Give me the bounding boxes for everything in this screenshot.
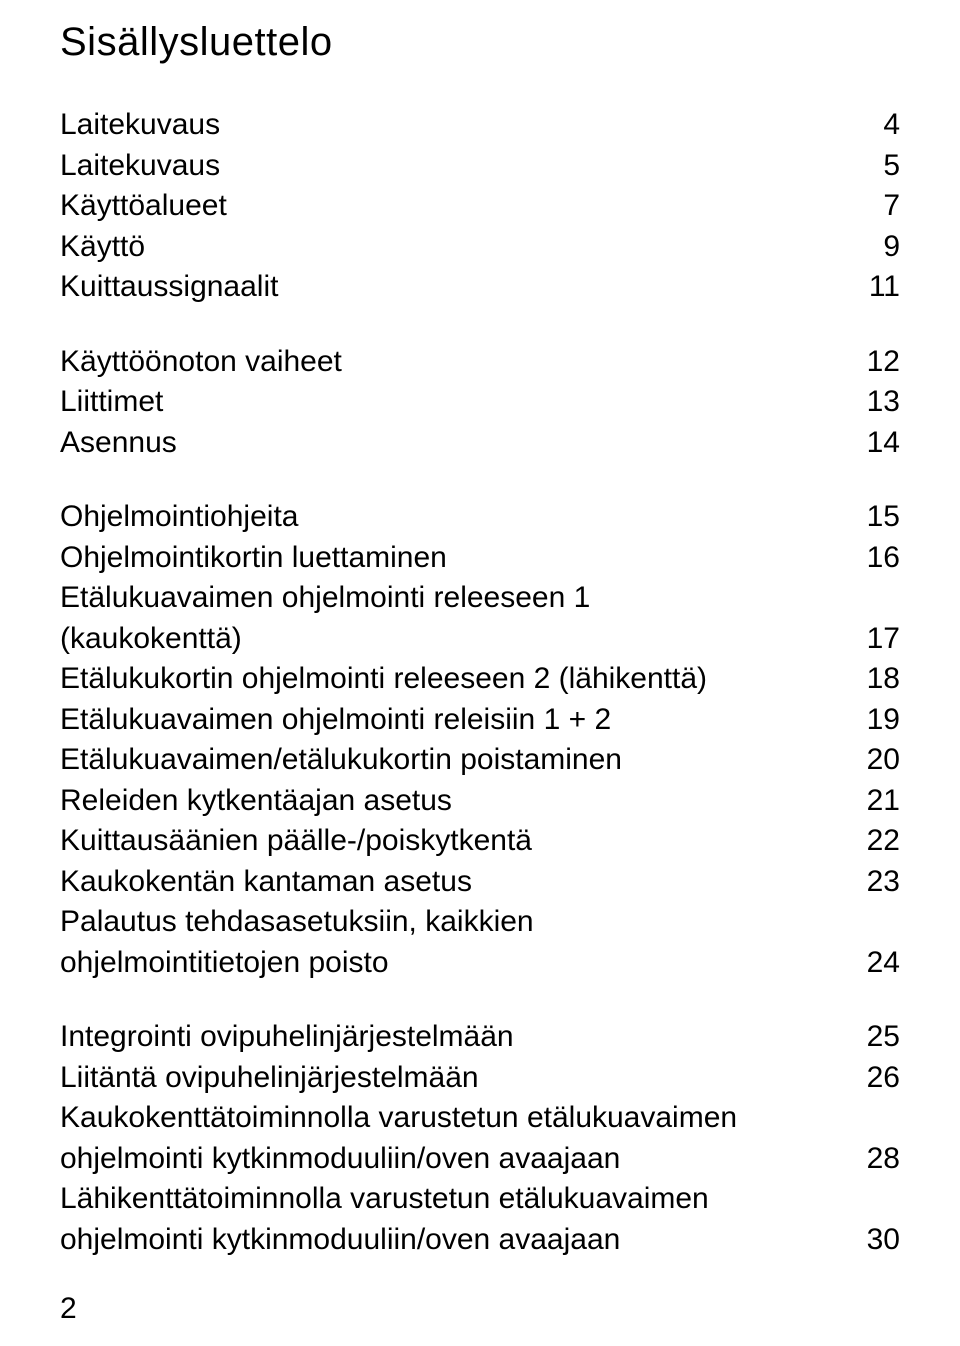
- toc-label-pre: Palautus tehdasasetuksiin, kaikkien: [60, 902, 534, 943]
- toc-entry[interactable]: Lähikenttätoiminnolla varustetun etäluku…: [60, 1179, 900, 1260]
- toc-group: Integrointi ovipuhelinjärjestelmään 25 Li…: [60, 1017, 900, 1260]
- toc-label: Releiden kytkentäajan asetus: [60, 781, 452, 822]
- toc-page: 15: [867, 497, 900, 538]
- toc-group: Ohjelmointiohjeita 15 Ohjelmointikortin l…: [60, 497, 900, 983]
- page-number: 2: [60, 1292, 77, 1326]
- toc-page: 22: [867, 821, 900, 862]
- toc-label: Liittimet: [60, 382, 163, 423]
- toc-page: 5: [883, 146, 900, 187]
- toc-label: Etälukuavaimen ohjelmointi releisiin 1 +…: [60, 700, 611, 741]
- toc-group: Käyttöönoton vaiheet 12 Liittimet 13 Asenn…: [60, 342, 900, 464]
- toc-group: Laitekuvaus4 Laitekuvaus5 Käyttöalueet7 …: [60, 105, 900, 308]
- toc-entry[interactable]: Liittimet 13: [60, 382, 900, 423]
- toc-page: 16: [867, 538, 900, 579]
- toc-title: Sisällysluettelo: [60, 20, 900, 65]
- toc-entry[interactable]: Etälukuavaimen ohjelmointi releisiin 1 +…: [60, 700, 900, 741]
- toc-label-pre: Kaukokenttätoiminnolla varustetun etäluk…: [60, 1098, 737, 1139]
- toc-entry[interactable]: Kuittausäänien päälle-/poiskytkentä 22: [60, 821, 900, 862]
- toc-label: Etälukuavaimen/etälukukortin poistaminen: [60, 740, 622, 781]
- toc-entry[interactable]: Käyttöalueet 7: [60, 186, 900, 227]
- toc-label: Laitekuvaus: [60, 105, 220, 146]
- toc-page: 30: [867, 1220, 900, 1261]
- toc-label-pre: Etälukuavaimen ohjelmointi releeseen 1: [60, 578, 590, 619]
- toc-entry[interactable]: Etälukuavaimen/etälukukortin poistaminen…: [60, 740, 900, 781]
- toc-entry[interactable]: Etälukukortin ohjelmointi releeseen 2 (l…: [60, 659, 900, 700]
- toc-page: 4: [883, 105, 900, 146]
- toc-entry[interactable]: Liitäntä ovipuhelinjärjestelmään 26: [60, 1058, 900, 1099]
- toc-page: 23: [867, 862, 900, 903]
- toc-label: Ohjelmointiohjeita: [60, 497, 298, 538]
- toc-page: 19: [867, 700, 900, 741]
- toc-page: 18: [867, 659, 900, 700]
- toc-entry[interactable]: Integrointi ovipuhelinjärjestelmään 25: [60, 1017, 900, 1058]
- toc-page: 17: [867, 619, 900, 660]
- toc-page: 9: [883, 227, 900, 268]
- toc-page: 12: [867, 342, 900, 383]
- toc-page: 20: [867, 740, 900, 781]
- toc-page: 11: [869, 267, 900, 308]
- toc-label: Integrointi ovipuhelinjärjestelmään: [60, 1017, 514, 1058]
- toc-label: Liitäntä ovipuhelinjärjestelmään: [60, 1058, 479, 1099]
- toc-page: 24: [867, 943, 900, 984]
- toc-page: 13: [867, 382, 900, 423]
- toc-label: Käyttö: [60, 227, 145, 268]
- toc-entry[interactable]: Laitekuvaus 4: [60, 105, 900, 146]
- toc-label: Kuittausäänien päälle-/poiskytkentä: [60, 821, 532, 862]
- toc-entry[interactable]: Etälukuavaimen ohjelmointi releeseen 1 (…: [60, 578, 900, 659]
- toc-page: 7: [883, 186, 900, 227]
- toc-entry[interactable]: Käyttöönoton vaiheet 12: [60, 342, 900, 383]
- toc-page: 14: [867, 423, 900, 464]
- toc-label: ohjelmointi kytkinmoduuliin/oven avaajaa…: [60, 1220, 620, 1261]
- toc-label: Ohjelmointikortin luettaminen: [60, 538, 447, 579]
- toc-label: (kaukokenttä): [60, 619, 242, 660]
- toc-label: ohjelmointi kytkinmoduuliin/oven avaajaa…: [60, 1139, 620, 1180]
- toc-entry[interactable]: Ohjelmointikortin luettaminen 16: [60, 538, 900, 579]
- toc-entry[interactable]: Laitekuvaus 5: [60, 146, 900, 187]
- toc-label: Etälukukortin ohjelmointi releeseen 2 (l…: [60, 659, 707, 700]
- toc-page: 26: [867, 1058, 900, 1099]
- toc-entry[interactable]: Palautus tehdasasetuksiin, kaikkien ohje…: [60, 902, 900, 983]
- toc-entry[interactable]: Asennus 14: [60, 423, 900, 464]
- toc-entry[interactable]: Kuittaussignaalit 11: [60, 267, 900, 308]
- toc-page: 21: [867, 781, 900, 822]
- toc-label-pre: Lähikenttätoiminnolla varustetun etäluku…: [60, 1179, 709, 1220]
- toc-label: Kuittaussignaalit: [60, 267, 278, 308]
- toc-entry[interactable]: Ohjelmointiohjeita 15: [60, 497, 900, 538]
- toc-page: 28: [867, 1139, 900, 1180]
- page-container: Sisällysluettelo Laitekuvaus 4 Laitekuvau…: [0, 0, 960, 1346]
- toc-label: Käyttöönoton vaiheet: [60, 342, 342, 383]
- toc-label: Asennus: [60, 423, 177, 464]
- toc-entry[interactable]: Käyttö 9: [60, 227, 900, 268]
- toc-entry[interactable]: Kaukokenttätoiminnolla varustetun etäluk…: [60, 1098, 900, 1179]
- toc-entry[interactable]: Kaukokentän kantaman asetus 23: [60, 862, 900, 903]
- toc-label: Laitekuvaus: [60, 146, 220, 187]
- toc-label: ohjelmointitietojen poisto: [60, 943, 389, 984]
- toc-label: Kaukokentän kantaman asetus: [60, 862, 472, 903]
- toc-label: Käyttöalueet: [60, 186, 227, 227]
- toc-entry[interactable]: Releiden kytkentäajan asetus 21: [60, 781, 900, 822]
- toc-page: 25: [867, 1017, 900, 1058]
